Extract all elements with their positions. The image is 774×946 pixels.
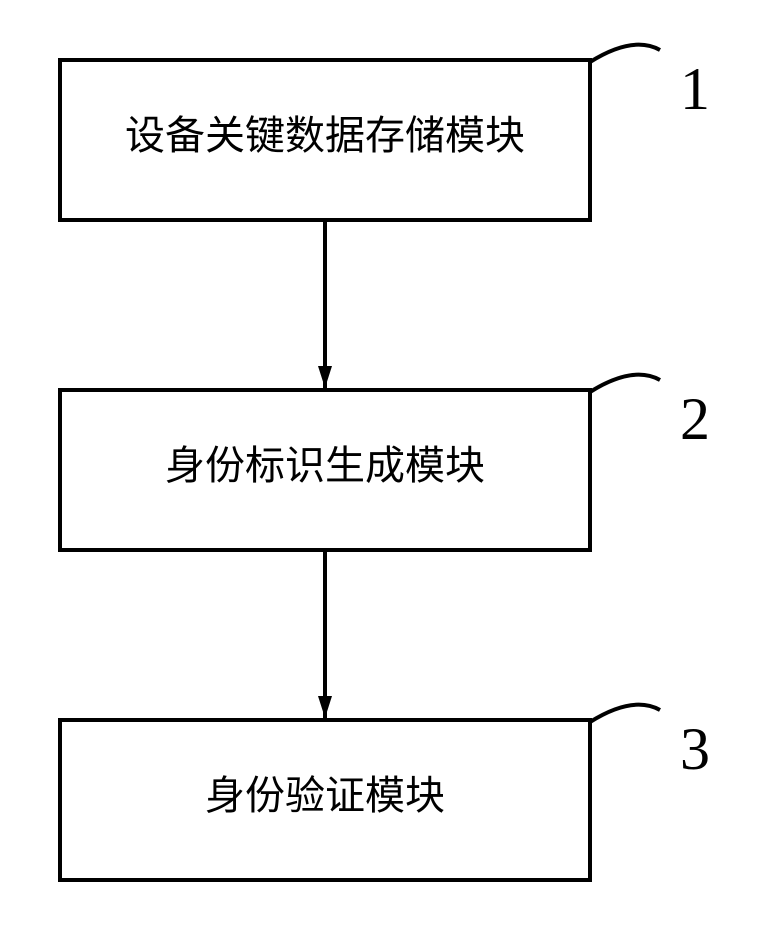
node-n3: 身份验证模块 bbox=[60, 720, 590, 880]
lead-line-n1 bbox=[590, 45, 660, 62]
flowchart-canvas: 设备关键数据存储模块身份标识生成模块身份验证模块 1 2 3 bbox=[0, 0, 774, 946]
node-label: 身份标识生成模块 bbox=[165, 443, 485, 488]
node-n1: 设备关键数据存储模块 bbox=[60, 60, 590, 220]
node-label: 设备关键数据存储模块 bbox=[125, 113, 525, 158]
node-label: 身份验证模块 bbox=[205, 773, 445, 818]
node-n2: 身份标识生成模块 bbox=[60, 390, 590, 550]
node-number-n3: 3 bbox=[680, 716, 710, 782]
lead-line-n2 bbox=[590, 375, 660, 392]
node-number-n2: 2 bbox=[680, 386, 710, 452]
node-number-n1: 1 bbox=[680, 56, 710, 122]
lead-line-n3 bbox=[590, 705, 660, 722]
nodes-layer: 设备关键数据存储模块身份标识生成模块身份验证模块 bbox=[60, 60, 590, 880]
lead-lines-layer: 1 2 3 bbox=[590, 45, 710, 782]
